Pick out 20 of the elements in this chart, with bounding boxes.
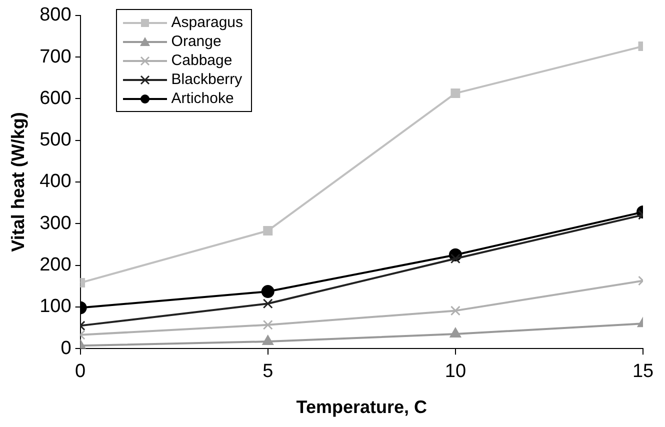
- x-tick-label: 10: [444, 361, 466, 382]
- y-tick-label: 0: [60, 338, 72, 359]
- y-tick-label: 400: [40, 171, 72, 192]
- y-tick-label: 800: [40, 4, 72, 26]
- legend-label: Artichoke: [171, 89, 234, 108]
- y-tick-label: 500: [40, 130, 72, 151]
- y-tick-label: 600: [40, 88, 72, 109]
- legend-label: Cabbage: [171, 51, 232, 70]
- x-tick-label: 5: [262, 361, 274, 382]
- y-tick-label: 200: [40, 254, 72, 276]
- y-tick-label: 700: [40, 46, 72, 68]
- legend-label: Blackberry: [171, 70, 242, 90]
- x-axis-title: Temperature, C: [296, 397, 427, 418]
- x-tick-label: 0: [75, 361, 86, 382]
- x-tick-label: 15: [632, 361, 654, 382]
- legend-label: Asparagus: [171, 13, 244, 32]
- y-axis-title: Vital heat (W/kg): [8, 112, 28, 252]
- y-tick-label: 100: [40, 296, 72, 318]
- legend-label: Orange: [171, 32, 222, 52]
- y-tick-label: 300: [40, 212, 72, 234]
